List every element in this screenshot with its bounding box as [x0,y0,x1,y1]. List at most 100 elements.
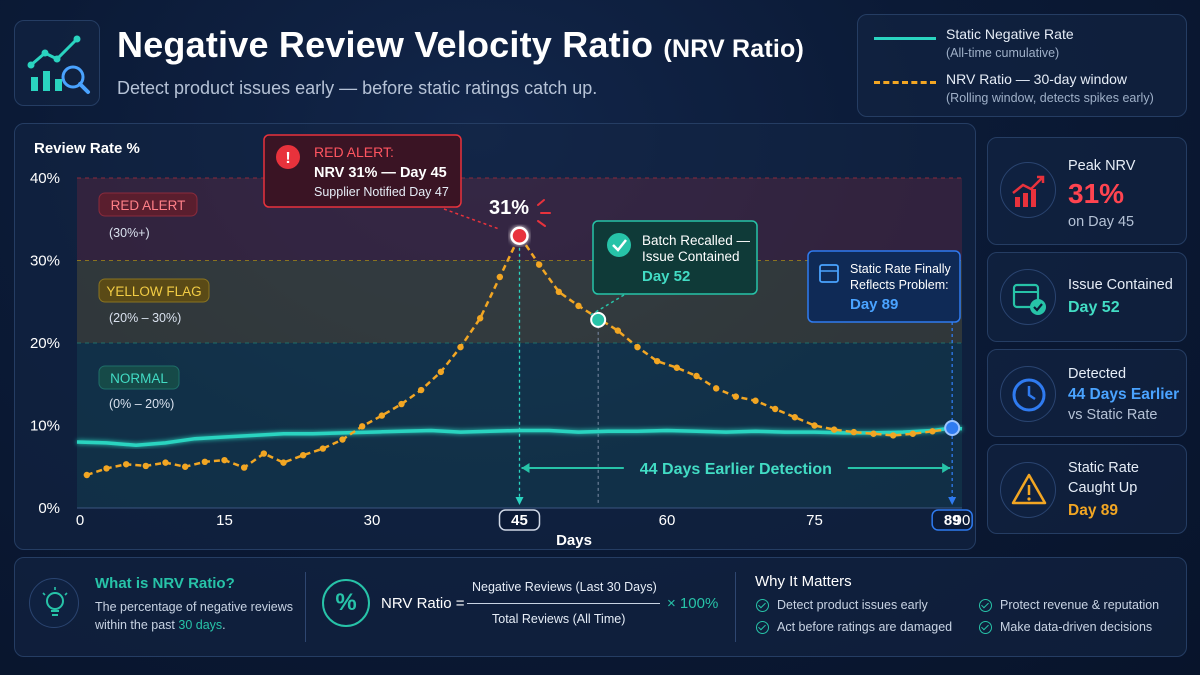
zone-red-range: (30%+) [109,226,150,240]
x-tick-highlight-box [498,509,541,531]
nrv-point [378,412,386,419]
red-alert-arrow [443,208,500,230]
y-tick-label: 0% [38,500,60,517]
formula-fraction-bar [467,603,660,604]
red-alert-line1: NRV 31% — Day 45 [314,165,447,181]
recall-arrow [588,294,625,317]
nrv-point [240,464,248,471]
what-is-nrv-title: What is NRV Ratio? [95,575,235,592]
formula-label: NRV Ratio = [381,595,465,612]
nrv-point [929,428,936,435]
card-contained-title: Issue Contained [1068,277,1173,293]
nrv-point [712,385,720,392]
series-line-nrv [86,233,953,477]
zone-yellow-range: (20% – 30%) [109,311,181,325]
card-detected-title: Detected [1068,366,1127,382]
x-tick-label: 30 [364,512,381,529]
check-icon [612,239,627,252]
zone-band [77,178,962,261]
y-tick-label: 40% [30,170,60,187]
card-peak-sub: on Day 45 [1068,214,1135,230]
nrv-point [732,393,740,400]
card-caught-line2: Caught Up [1068,480,1138,496]
card-peak-value: 31% [1068,178,1125,209]
nrv-point [791,414,799,421]
nrv-point [83,471,91,479]
logo-box [14,20,100,106]
card-caught-value: Day 89 [1068,502,1118,519]
formula-numerator: Negative Reviews (Last 30 Days) [472,580,657,594]
red-alert-title: RED ALERT: [314,144,394,160]
nrv-point [142,462,150,470]
nrv-point [299,452,307,459]
page-subtitle: Detect product issues early — before sta… [117,78,598,98]
guide-arrowhead [948,497,957,505]
card-contained-value: Day 52 [1068,299,1120,316]
card-caught-line1: Static Rate [1068,460,1139,476]
chart-legend: Static Negative Rate (All-time cumulativ… [857,14,1187,117]
x-tick-label: 75 [806,512,823,529]
x-tick-highlight-box [931,509,973,531]
legend-static-swatch [874,37,936,40]
calendar-icon [819,264,839,283]
x-tick-label: 15 [216,512,233,529]
bottom-divider-1 [305,572,306,642]
zone-green-label: NORMAL (0% – 20%) [98,365,180,411]
zone-yellow-label: YELLOW FLAG (20% – 30%) [98,278,210,325]
clock-icon [1000,366,1056,422]
nrv-point [496,273,504,281]
y-tick-label: 30% [30,253,60,270]
zone-green-range: (0% – 20%) [109,397,174,411]
static-reflects-line3: Day 89 [850,296,898,313]
nrv-point [162,459,169,466]
card-static-caught-up: Static Rate Caught Up Day 89 [987,444,1187,534]
nrv-point [830,426,838,433]
nrv-point [339,436,346,443]
card-peak-nrv: Peak NRV 31% on Day 45 [987,137,1187,245]
nrv-point [319,445,327,452]
nrv-point [201,458,209,465]
recall-line2: Issue Contained [642,249,740,264]
zone-green-name: NORMAL [110,371,168,386]
check-icon [979,599,992,612]
why-item-3: Act before ratings are damaged [777,620,953,634]
y-axis-label: Review Rate % [34,140,140,157]
nrv-point [850,428,858,436]
nrv-point [221,456,228,464]
what-is-nrv-text1: The percentage of negative reviews [95,600,294,614]
x-tick-label: 0 [76,512,84,529]
nrv-point [634,343,641,351]
red-alert-line2: Supplier Notified Day 47 [314,185,449,199]
nrv-point [673,364,681,371]
y-tick-label: 20% [30,335,60,352]
detection-span: 44 Days Earlier Detection [521,461,951,478]
static-reflects-line2: Reflects Problem: [850,278,949,292]
nrv-point [280,459,287,466]
recall-line1: Batch Recalled — [642,233,751,248]
why-item-4: Make data-driven decisions [1000,620,1153,634]
x-tick-label: 90 [954,512,971,529]
static-reflects-marker [944,419,961,436]
card-peak-title: Peak NRV [1068,158,1136,174]
nrv-point [398,400,405,408]
nrv-point [417,386,425,394]
nrv-point [889,432,897,439]
check-icon [756,599,769,612]
nrv-point [555,288,563,296]
nrv-point [457,343,464,351]
nrv-point [358,423,366,430]
static-reflects-callout: Static Rate Finally Reflects Problem: Da… [807,250,961,323]
nrv-point [181,463,189,470]
recall-callout: Batch Recalled — Issue Contained Day 52 [592,220,758,295]
nrv-chart: Review Rate % Days 0% 10% 20% 30% 40% 0 15 30 4… [30,134,973,549]
nrv-point [476,315,484,322]
legend-static-sub: (All-time cumulative) [946,46,1060,60]
bottom-divider-2 [735,572,736,642]
formula-denominator: Total Reviews (All Time) [492,612,626,626]
nrv-point [693,372,700,380]
check-icon [979,621,992,634]
x-tick-label: 60 [659,512,676,529]
nrv-point [752,397,759,404]
lightbulb-icon [29,578,79,628]
why-item-1: Detect product issues early [777,598,928,612]
